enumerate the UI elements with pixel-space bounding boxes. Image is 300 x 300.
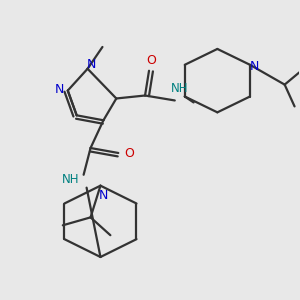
Text: O: O [146,54,156,67]
Text: NH: NH [171,82,188,95]
Text: NH: NH [62,173,80,186]
Text: O: O [124,148,134,160]
Text: N: N [87,58,96,71]
Text: N: N [99,189,108,202]
Text: N: N [250,60,260,73]
Text: N: N [55,83,64,96]
